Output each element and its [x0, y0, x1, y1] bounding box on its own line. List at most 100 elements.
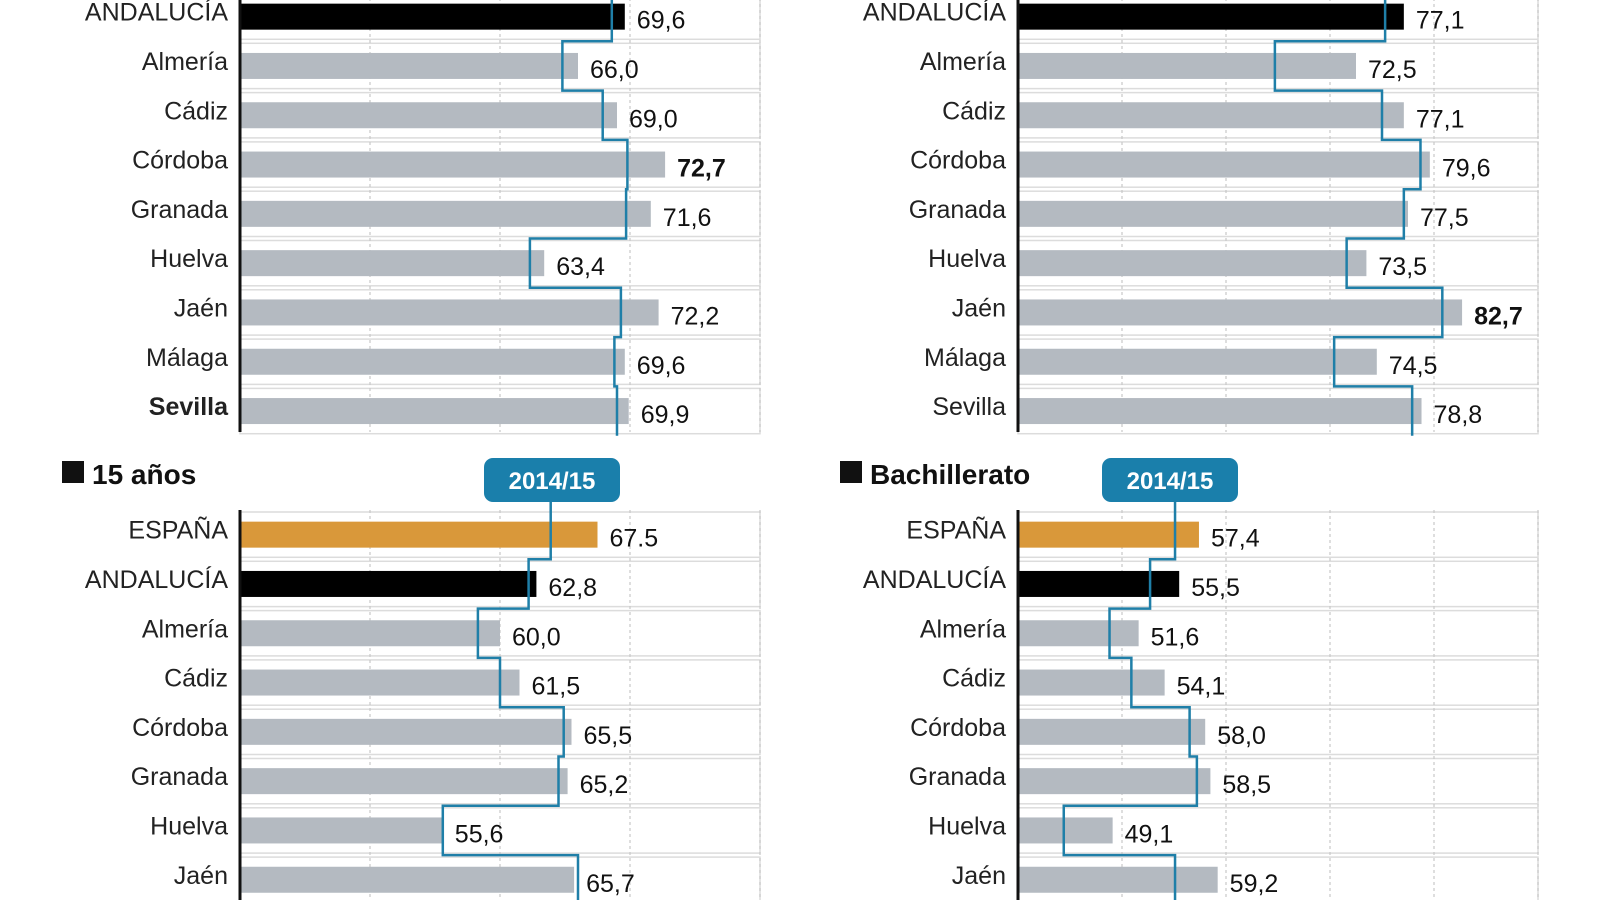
bar	[1018, 398, 1422, 425]
value-label: 82,7	[1474, 302, 1523, 330]
bar	[1018, 866, 1218, 893]
category-label: Almería	[920, 615, 1006, 643]
bar	[240, 570, 537, 597]
bar	[240, 866, 575, 893]
step-label: 2014/15	[1127, 468, 1214, 495]
value-label: 72,2	[671, 302, 720, 330]
category-label: ESPAÑA	[906, 516, 1006, 545]
bar	[240, 299, 659, 326]
bar	[240, 768, 568, 795]
value-label: 77,1	[1416, 7, 1465, 35]
step-line-2014-15	[1273, 0, 1444, 436]
category-label: Almería	[142, 615, 228, 643]
bar	[1018, 250, 1367, 277]
bar	[240, 151, 666, 178]
value-label: 67.5	[610, 525, 659, 553]
value-label: 58,5	[1222, 771, 1271, 799]
category-label: ANDALUCÍA	[85, 565, 228, 594]
value-label: 62,8	[548, 574, 597, 602]
category-label: Cádiz	[164, 665, 228, 693]
bar	[240, 52, 578, 79]
value-label: 55,5	[1191, 574, 1240, 602]
title-square-icon	[840, 461, 862, 483]
step-label: 2014/15	[509, 468, 596, 495]
value-label: 74,5	[1389, 352, 1438, 380]
category-label: Almería	[920, 48, 1006, 76]
step-line-2014-15	[528, 0, 629, 436]
category-label: Huelva	[150, 812, 228, 840]
value-label: 69,6	[637, 7, 686, 35]
value-label: 72,7	[677, 155, 726, 183]
bar	[240, 521, 598, 548]
value-label: 65,7	[586, 870, 635, 898]
value-label: 66,0	[590, 56, 639, 84]
panel-title: 15 años	[92, 459, 196, 490]
bar	[240, 3, 625, 30]
bar	[240, 620, 500, 647]
category-label: Granada	[909, 196, 1006, 224]
step-label-badge	[1102, 458, 1238, 502]
category-label: Almería	[142, 48, 228, 76]
category-label: Sevilla	[932, 393, 1006, 421]
bar	[1018, 299, 1463, 326]
category-label: Granada	[131, 196, 228, 224]
category-label: Málaga	[146, 344, 228, 372]
category-label: Huelva	[928, 812, 1006, 840]
bar	[1018, 52, 1356, 79]
category-label: Córdoba	[910, 147, 1006, 175]
value-label: 63,4	[556, 253, 605, 281]
category-label: Jaén	[174, 294, 228, 322]
bar	[1018, 521, 1199, 548]
bar	[1018, 669, 1165, 696]
value-label: 77,1	[1416, 105, 1465, 133]
value-label: 69,9	[641, 401, 690, 429]
bar	[240, 817, 443, 844]
category-label: Málaga	[924, 344, 1006, 372]
category-label: Córdoba	[910, 714, 1006, 742]
value-label: 65,5	[584, 722, 633, 750]
value-label: 54,1	[1177, 673, 1226, 701]
bar	[1018, 3, 1404, 30]
category-label: Cádiz	[942, 665, 1006, 693]
value-label: 69,6	[637, 352, 686, 380]
value-label: 77,5	[1420, 204, 1469, 232]
bar	[1018, 200, 1408, 227]
category-label: ANDALUCÍA	[863, 565, 1006, 594]
category-label: Jaén	[952, 862, 1006, 890]
title-square-icon	[62, 461, 84, 483]
chart-panel-0: ANDALUCÍA 69,6 Almería 66,0 Cádiz 69,0 Córdoba…	[85, 0, 761, 436]
step-line-2014-15	[1062, 502, 1199, 905]
category-label: Córdoba	[132, 714, 228, 742]
bar	[1018, 817, 1113, 844]
value-label: 71,6	[663, 204, 712, 232]
value-label: 79,6	[1442, 155, 1491, 183]
value-label: 51,6	[1151, 623, 1200, 651]
value-label: 60,0	[512, 623, 561, 651]
value-label: 65,2	[580, 771, 629, 799]
step-label-badge	[484, 458, 620, 502]
category-label: Huelva	[928, 245, 1006, 273]
category-label: Sevilla	[149, 393, 229, 421]
value-label: 55,6	[455, 820, 504, 848]
category-label: Huelva	[150, 245, 228, 273]
category-label: Córdoba	[132, 147, 228, 175]
value-label: 73,5	[1378, 253, 1427, 281]
category-label: ANDALUCÍA	[85, 0, 228, 27]
chart-panel-2: 15 años 2014/15 ESPAÑA 67.5 ANDALUCÍA 62,8 Alm…	[62, 458, 761, 905]
bar	[240, 669, 520, 696]
bar	[1018, 102, 1404, 129]
value-label: 69,0	[629, 105, 678, 133]
bar	[1018, 348, 1377, 375]
chart-panel-1: ANDALUCÍA 77,1 Almería 72,5 Cádiz 77,1 Córdoba…	[863, 0, 1539, 436]
category-label: Cádiz	[942, 97, 1006, 125]
bar	[1018, 620, 1139, 647]
panel-title: Bachillerato	[870, 459, 1030, 490]
category-label: Jaén	[952, 294, 1006, 322]
bar	[1018, 768, 1211, 795]
bar	[1018, 718, 1206, 745]
value-label: 61,5	[532, 673, 581, 701]
step-line-2014-15	[441, 502, 580, 905]
category-label: ESPAÑA	[128, 516, 228, 545]
value-label: 58,0	[1217, 722, 1266, 750]
value-label: 72,5	[1368, 56, 1417, 84]
